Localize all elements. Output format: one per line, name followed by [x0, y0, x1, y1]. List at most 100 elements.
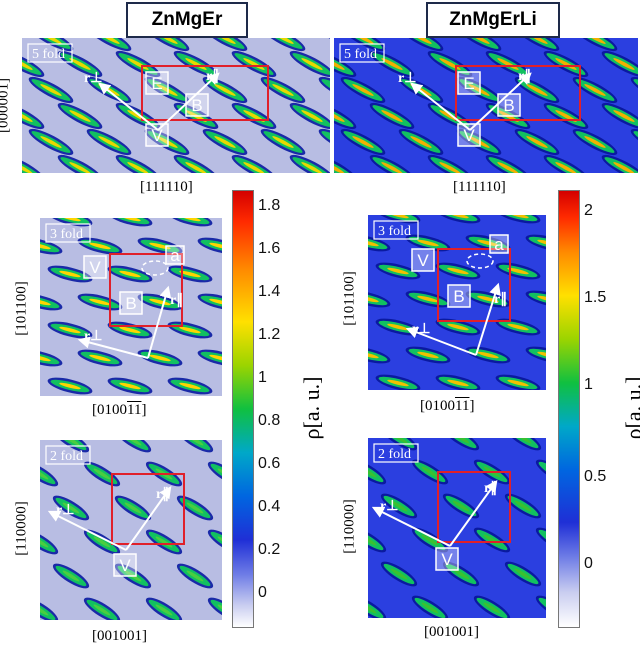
- density-pattern: [22, 38, 330, 173]
- colorbar-tick: 2: [584, 201, 593, 219]
- dashed-ellipse: [466, 253, 494, 269]
- density-pattern: [40, 440, 222, 620]
- fold-label: 3 fold: [373, 220, 419, 240]
- svg-text:B: B: [453, 287, 464, 306]
- xlabel-main: [0100: [420, 398, 455, 414]
- density-pattern: [368, 215, 546, 390]
- r-par-arrow: [125, 486, 172, 551]
- xlabel-left-3fold: [010011]: [92, 402, 146, 419]
- plot-background: [368, 215, 546, 390]
- r-par-label: r∥: [170, 292, 183, 308]
- plot-background: [40, 218, 222, 396]
- ylabel-right-3fold: [101100]: [341, 271, 358, 326]
- xlabel-right-2fold: [001001]: [424, 624, 479, 640]
- plot-background: [40, 440, 222, 620]
- colorbar-left-label: ρ[a. u.]: [299, 376, 324, 440]
- colorbar-tick: 0.4: [258, 498, 281, 516]
- marker-a: a: [165, 245, 185, 265]
- marker-V: V: [113, 553, 137, 577]
- r-perp-label: r⊥: [56, 503, 74, 518]
- r-perp-arrow: [47, 510, 127, 551]
- colorbar-tick: 1.8: [258, 197, 281, 215]
- ylabel-left-3fold: [101100]: [13, 281, 30, 336]
- plot-left-5fold: r⊥ r∥ E B V 5 fold: [22, 38, 330, 173]
- r-par-label: r∥: [484, 480, 497, 496]
- title-left: ZnMgEr: [126, 2, 248, 38]
- svg-text:2 fold: 2 fold: [378, 447, 411, 462]
- colorbar-tick: 1.5: [584, 289, 607, 306]
- unit-cell-box: [437, 248, 511, 322]
- fold-label: 3 fold: [45, 223, 91, 243]
- fold-label: 5 fold: [339, 43, 385, 63]
- r-perp-label: r⊥: [380, 499, 398, 514]
- svg-text:E: E: [463, 74, 474, 93]
- colorbar-tick: 1.6: [258, 240, 281, 258]
- unit-cell-box: [437, 471, 511, 543]
- svg-text:V: V: [119, 556, 131, 575]
- r-perp-label: r⊥: [84, 71, 102, 86]
- xlabel-main: [0100: [92, 402, 127, 418]
- r-perp-label: r⊥: [84, 329, 102, 344]
- colorbar-tick: 1.4: [258, 283, 281, 301]
- marker-B: B: [447, 284, 471, 308]
- plot-left-2fold: r⊥ r∥ V 2 fold: [40, 440, 222, 620]
- marker-B: B: [497, 93, 521, 117]
- plot-background: [368, 438, 546, 618]
- xlabel-end: ]: [469, 398, 475, 414]
- colorbar-tick: 0: [584, 554, 593, 572]
- plot-right-2fold: r⊥ r∥ V 2 fold: [368, 438, 546, 618]
- colorbar-tick: 1: [584, 376, 593, 394]
- density-pattern: [368, 438, 546, 618]
- marker-V: V: [457, 123, 481, 147]
- plot-right-5fold: r⊥ r∥ E B V 5 fold: [334, 38, 638, 173]
- marker-B: B: [185, 93, 209, 117]
- marker-V: V: [411, 248, 435, 272]
- svg-text:2 fold: 2 fold: [50, 449, 83, 464]
- marker-a: a: [489, 234, 509, 254]
- r-par-arrow: [469, 72, 532, 131]
- svg-text:V: V: [151, 126, 163, 145]
- xlabel-end: ]: [141, 402, 147, 418]
- xlabel-right-5fold: [111110]: [453, 179, 506, 195]
- r-perp-arrow: [98, 82, 159, 131]
- ylabel-left-5fold: [000001]: [0, 78, 12, 133]
- svg-text:E: E: [151, 74, 162, 93]
- fold-label: 5 fold: [27, 43, 73, 63]
- unit-cell-box: [455, 65, 581, 121]
- r-perp-arrow: [410, 82, 471, 131]
- r-par-arrow: [147, 285, 172, 359]
- colorbar-right: [558, 190, 580, 628]
- xlabel-left-5fold: [111110]: [140, 179, 193, 195]
- colorbar-tick: 1: [258, 369, 267, 387]
- xlabel-overbars: 11: [455, 398, 470, 414]
- colorbar-tick: 0.8: [258, 412, 281, 430]
- dashed-ellipse: [141, 260, 169, 276]
- svg-text:V: V: [463, 126, 475, 145]
- svg-text:V: V: [441, 550, 453, 569]
- marker-V: V: [145, 123, 169, 147]
- svg-text:3 fold: 3 fold: [378, 224, 411, 239]
- xlabel-left-2fold: [001001]: [92, 628, 147, 644]
- density-pattern: [40, 218, 222, 395]
- colorbar-tick: 0.5: [584, 467, 607, 485]
- r-perp-arrow: [371, 506, 451, 547]
- r-perp-arrow: [405, 326, 477, 356]
- marker-E: E: [145, 71, 169, 95]
- xlabel-right-3fold: [010011]: [420, 398, 474, 415]
- svg-text:B: B: [503, 96, 514, 115]
- unit-cell-box: [111, 473, 185, 545]
- r-perp-label: r⊥: [412, 322, 430, 337]
- r-par-label: r∥: [494, 291, 507, 307]
- r-perp-label: r⊥: [398, 71, 416, 86]
- svg-text:B: B: [125, 294, 136, 313]
- r-par-arrow: [157, 72, 220, 131]
- r-par-arrow: [475, 282, 501, 356]
- colorbar-tick: 0.6: [258, 455, 281, 473]
- colorbar-left: [232, 190, 254, 628]
- svg-text:3 fold: 3 fold: [50, 227, 83, 242]
- r-par-label: r∥: [518, 68, 531, 84]
- ylabel-left-2fold: [110000]: [13, 501, 30, 556]
- r-perp-arrow: [77, 336, 149, 359]
- colorbar-tick: 1.2: [258, 326, 281, 344]
